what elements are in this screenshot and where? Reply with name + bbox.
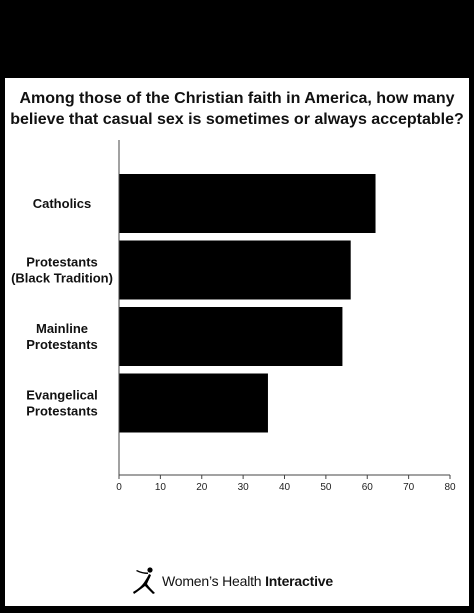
category-label-3-line-0: Evangelical	[26, 388, 98, 403]
category-label-2-line-0: Mainline	[36, 321, 88, 336]
bar-2	[119, 307, 343, 366]
category-label-1-line-0: Protestants	[26, 255, 98, 270]
x-tick-label-4: 40	[279, 482, 291, 493]
chart-title: Among those of the Christian faith in Am…	[0, 88, 474, 130]
x-tick-label-3: 30	[238, 482, 250, 493]
category-label-2-line-1: Protestants	[26, 337, 98, 352]
category-label-0-line-0: Catholics	[33, 196, 92, 211]
brand-name-bold: Interactive	[265, 573, 333, 589]
category-label-1-line-1: (Black Tradition)	[11, 271, 113, 286]
bar-3	[119, 373, 268, 433]
bar-0	[119, 174, 376, 233]
brand-name: Women’s Health Interactive	[162, 573, 333, 589]
brand-name-regular: Women’s Health	[162, 573, 266, 589]
footer-brand: Women’s Health Interactive	[128, 566, 333, 596]
chart-title-line-2: believe that casual sex is sometimes or …	[10, 111, 464, 128]
axes: 0 10 20 30 40 50 60 70 80	[116, 140, 456, 493]
x-tick-label-8: 80	[444, 482, 456, 493]
bars	[119, 174, 376, 433]
x-tick-label-0: 0	[116, 482, 122, 493]
dancer-figure-icon	[133, 567, 155, 594]
category-label-1: Protestants (Black Tradition)	[11, 255, 113, 286]
x-tick-label-7: 70	[403, 482, 415, 493]
category-label-3-line-1: Protestants	[26, 404, 98, 419]
bar-1	[119, 240, 351, 300]
x-tick-label-2: 20	[196, 482, 208, 493]
x-tick-label-1: 10	[155, 482, 167, 493]
category-label-2: Mainline Protestants	[26, 321, 98, 352]
category-label-3: Evangelical Protestants	[26, 388, 98, 419]
x-tick-label-5: 50	[320, 482, 332, 493]
category-label-0: Catholics	[33, 196, 92, 211]
chart-title-line-1: Among those of the Christian faith in Am…	[19, 90, 455, 107]
x-tick-label-6: 60	[362, 482, 374, 493]
